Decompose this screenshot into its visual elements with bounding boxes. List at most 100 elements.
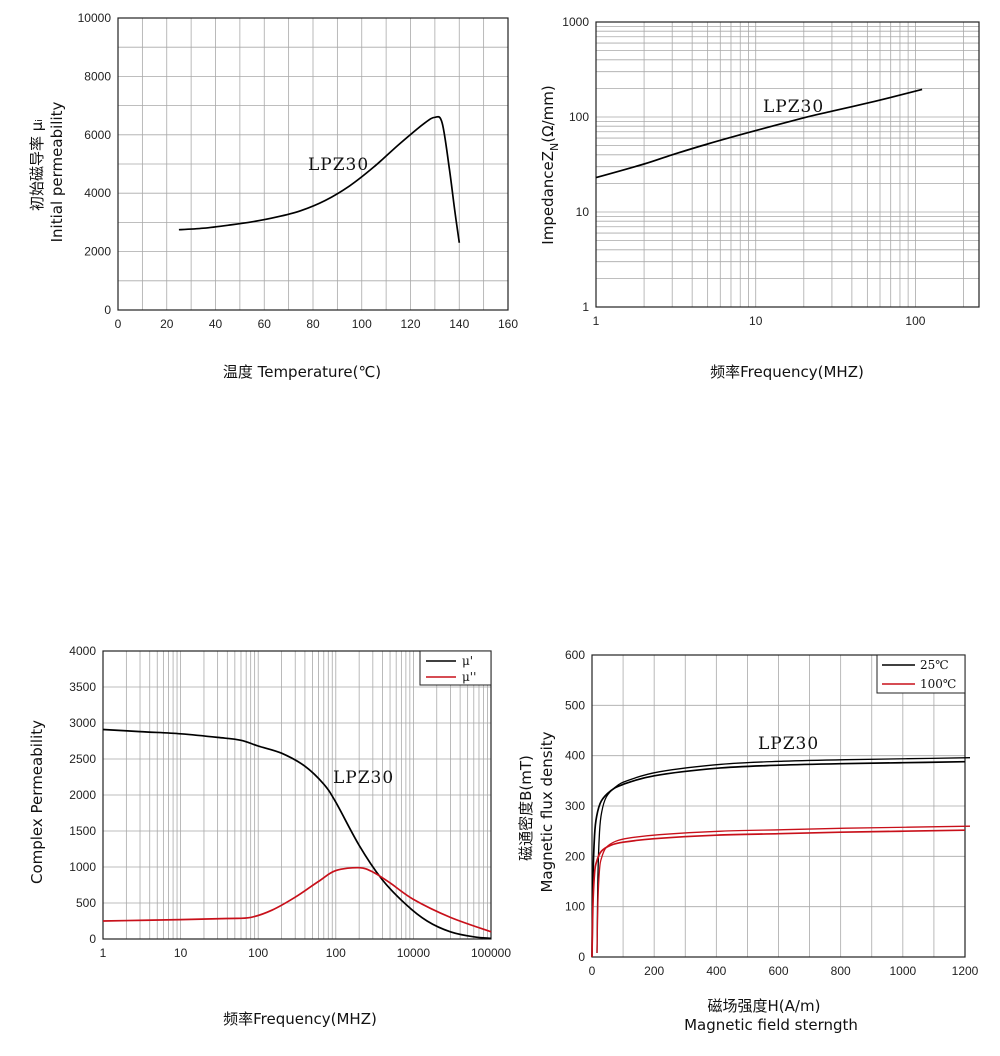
chart1-y-tick-label: 6000 xyxy=(84,128,111,142)
chart2-series xyxy=(595,88,923,179)
chart1-y-axis-title-en: Initial permeability xyxy=(48,102,66,243)
chart2-y-axis-title-main: ImpedanceZ xyxy=(539,151,557,245)
chart2-series-label: LPZ30 xyxy=(763,97,824,117)
chart1-y-tick-label: 0 xyxy=(104,303,111,317)
chart2-y-tick-label: 1000 xyxy=(562,15,589,29)
chart2-x-axis-title: 频率Frequency(MHZ) xyxy=(710,363,864,381)
chart1-y-tick-label: 2000 xyxy=(84,245,111,259)
chart4-x-tick-label: 0 xyxy=(589,964,596,978)
chart3-y-tick-label: 3500 xyxy=(69,680,96,694)
chart4-series-line-2 xyxy=(591,829,966,958)
chart2-y-axis-title: ImpedanceZN(Ω/mm) xyxy=(539,85,561,244)
chart4-y-tick-label: 600 xyxy=(565,648,585,662)
chart3-series-line-1 xyxy=(102,728,492,940)
chart1-gridlines xyxy=(118,18,508,310)
chart-bh-curve: 0 200 400 600 800 1000 1200 0 100 200 300 400 500 600… xyxy=(517,648,979,1034)
chart3-y-tick-label: 500 xyxy=(76,896,96,910)
chart4-series-line-2-return xyxy=(596,825,971,954)
chart3-x-tick-label: 100 xyxy=(248,946,268,960)
chart3-legend: μ' μ'' xyxy=(419,650,492,686)
chart1-ticks: 0 20 40 60 80 100 120 140 160 0 2000 4000 6000 8000 10… xyxy=(78,11,519,331)
chart-complex-permeability: 1 10 100 100 10000 100000 0 500 1000 1500 2000 2500… xyxy=(28,644,511,1028)
chart2-x-tick-label: 1 xyxy=(593,314,600,328)
chart4-x-tick-label: 1000 xyxy=(889,964,916,978)
chart4-x-tick-label: 200 xyxy=(644,964,664,978)
chart2-series-line-1 xyxy=(595,88,923,179)
chart4-x-tick-label: 600 xyxy=(768,964,788,978)
chart1-x-axis-title: 温度 Temperature(℃) xyxy=(223,363,381,381)
chart3-y-tick-label: 2500 xyxy=(69,752,96,766)
chart3-x-tick-label: 100000 xyxy=(471,946,511,960)
chart4-series-line-1 xyxy=(591,760,966,958)
chart4-y-tick-label: 200 xyxy=(565,849,585,863)
chart4-y-axis-title-cn: 磁通密度B(mT) xyxy=(517,755,535,861)
chart1-series-label: LPZ30 xyxy=(308,155,369,175)
chart1-x-tick-label: 80 xyxy=(306,317,320,331)
chart3-series xyxy=(102,728,492,940)
chart4-gridlines xyxy=(592,655,965,957)
chart2-x-tick-label: 10 xyxy=(749,314,763,328)
chart4-series xyxy=(591,757,971,958)
chart2-gridlines xyxy=(596,22,979,307)
chart4-x-tick-label: 1200 xyxy=(952,964,979,978)
chart4-y-tick-label: 500 xyxy=(565,698,585,712)
chart3-x-tick-label: 100 xyxy=(326,946,346,960)
chart1-x-tick-label: 20 xyxy=(160,317,174,331)
chart3-gridlines xyxy=(103,651,491,939)
chart3-y-tick-label: 1000 xyxy=(69,860,96,874)
chart4-y-tick-label: 300 xyxy=(565,799,585,813)
chart3-series-line-2 xyxy=(102,866,492,933)
chart1-y-tick-label: 10000 xyxy=(78,11,112,25)
chart3-x-axis-title: 频率Frequency(MHZ) xyxy=(223,1010,377,1028)
chart2-y-tick-label: 10 xyxy=(576,205,590,219)
chart1-y-tick-label: 4000 xyxy=(84,186,111,200)
chart4-legend: 25℃ 100℃ xyxy=(876,654,966,694)
chart1-plot-frame xyxy=(117,17,509,311)
chart3-series-label: LPZ30 xyxy=(333,768,394,788)
chart1-x-tick-label: 100 xyxy=(352,317,372,331)
chart1-x-tick-label: 40 xyxy=(209,317,223,331)
chart1-series-line-1 xyxy=(178,115,461,243)
chart3-y-tick-label: 0 xyxy=(89,932,96,946)
chart1-x-tick-label: 160 xyxy=(498,317,518,331)
chart4-y-tick-label: 0 xyxy=(578,950,585,964)
chart4-x-axis-title-en: Magnetic field sterngth xyxy=(684,1016,858,1034)
chart4-series-label: LPZ30 xyxy=(758,734,819,754)
chart3-x-tick-label: 10000 xyxy=(397,946,431,960)
chart2-y-axis-title-unit: (Ω/mm) xyxy=(539,85,557,142)
chart2-x-tick-label: 100 xyxy=(905,314,925,328)
chart2-y-tick-label: 100 xyxy=(569,110,589,124)
chart4-y-axis-title-en: Magnetic flux density xyxy=(538,731,556,892)
chart2-y-tick-label: 1 xyxy=(582,300,589,314)
chart4-ticks: 0 200 400 600 800 1000 1200 0 100 200 300 400 500 600 xyxy=(565,648,979,978)
chart4-legend-box xyxy=(876,654,966,694)
chart3-y-tick-label: 3000 xyxy=(69,716,96,730)
chart3-ticks: 1 10 100 100 10000 100000 0 500 1000 1500 2000 2500… xyxy=(69,644,511,960)
chart3-y-tick-label: 1500 xyxy=(69,824,96,838)
chart3-y-tick-label: 4000 xyxy=(69,644,96,658)
chart4-legend-label-100c: 100℃ xyxy=(920,677,956,691)
chart4-y-tick-label: 100 xyxy=(565,900,585,914)
chart1-x-tick-label: 60 xyxy=(258,317,272,331)
chart3-legend-label-mu-double-prime: μ'' xyxy=(462,670,476,684)
chart4-x-tick-label: 800 xyxy=(831,964,851,978)
chart3-legend-box xyxy=(419,650,492,686)
chart3-y-axis-title: Complex Permeability xyxy=(28,720,46,884)
chart4-series-line-1-return xyxy=(596,757,971,954)
chart3-legend-label-mu-prime: μ' xyxy=(462,654,473,668)
chart2-plot-frame xyxy=(595,21,980,308)
chart4-legend-label-25c: 25℃ xyxy=(920,658,949,672)
chart1-x-tick-label: 140 xyxy=(449,317,469,331)
chart1-y-axis-title-cn: 初始磁导率 μᵢ xyxy=(28,119,46,211)
chart4-y-tick-label: 400 xyxy=(565,749,585,763)
chart1-y-tick-label: 8000 xyxy=(84,69,111,83)
chart1-x-tick-label: 120 xyxy=(400,317,420,331)
chart1-x-tick-label: 0 xyxy=(115,317,122,331)
chart1-series xyxy=(178,115,461,243)
chart-permeability-temperature: 0 20 40 60 80 100 120 140 160 0 2000 4000 6000 8000 10… xyxy=(28,11,518,381)
chart2-y-axis-title-sub: N xyxy=(548,143,561,151)
chart3-plot-frame xyxy=(102,650,492,940)
chart4-x-axis-title-cn: 磁场强度H(A/m) xyxy=(708,997,821,1015)
